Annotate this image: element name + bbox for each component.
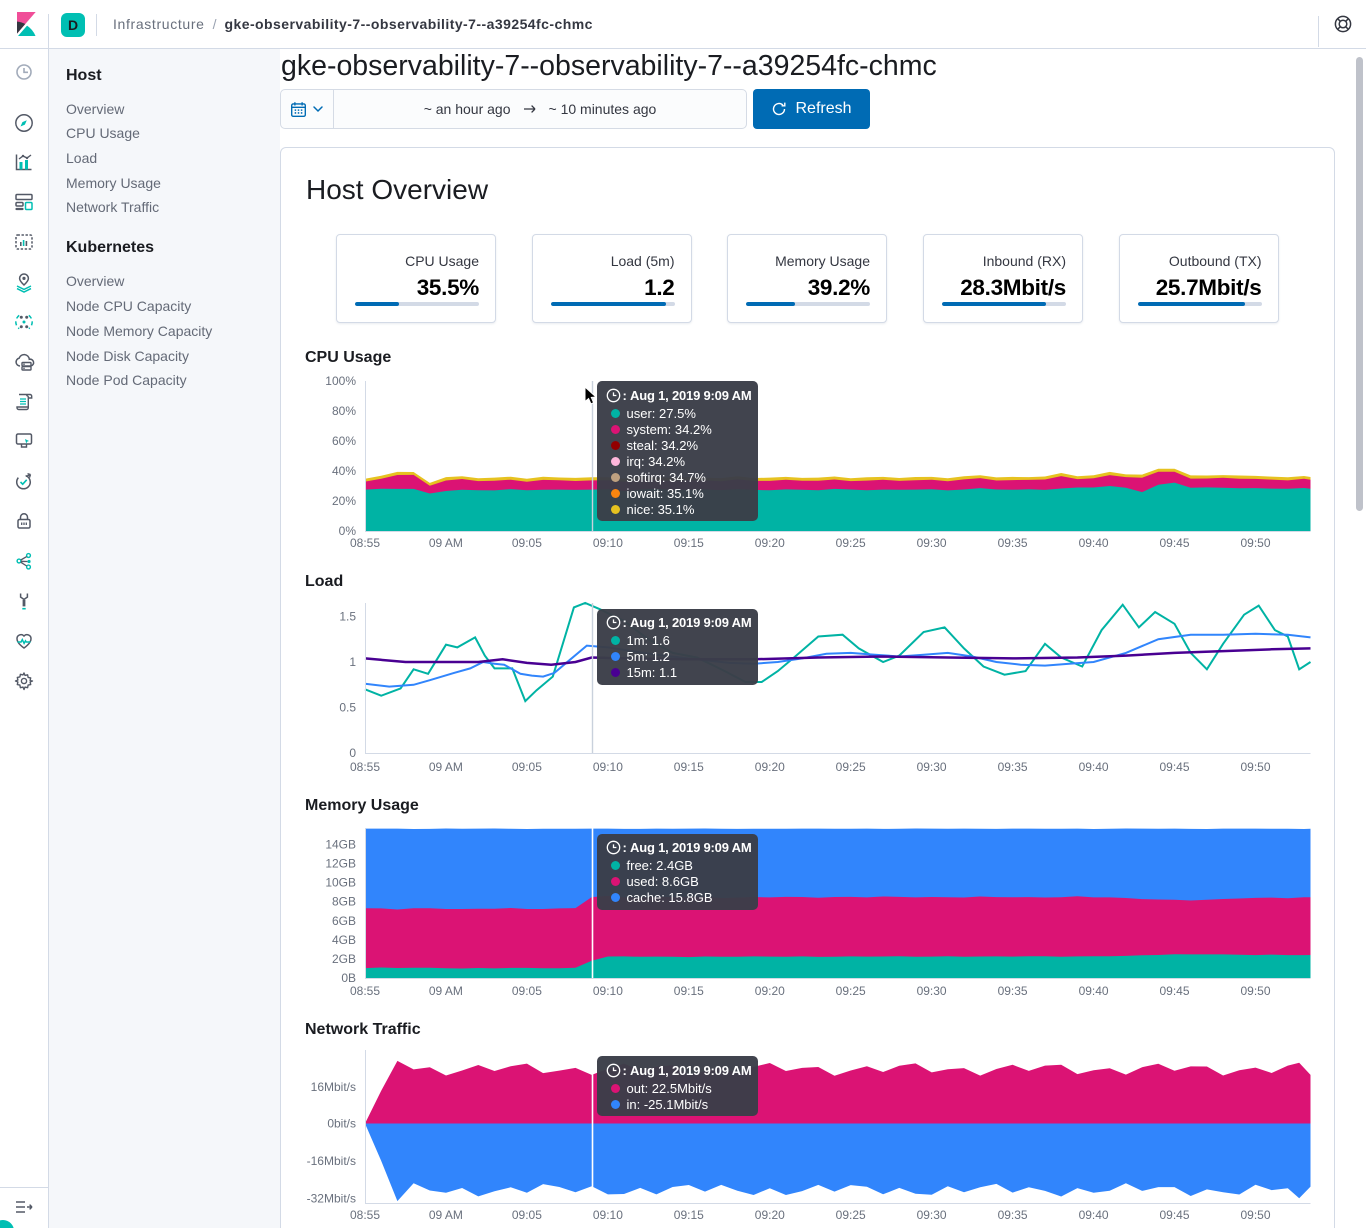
svg-text:09:30: 09:30: [917, 760, 947, 774]
svg-text:09:20: 09:20: [755, 1208, 785, 1222]
svg-text:09:40: 09:40: [1079, 1208, 1109, 1222]
svg-text:09:15: 09:15: [674, 984, 704, 998]
svg-text:09:05: 09:05: [512, 536, 542, 550]
svg-text:0bit/s: 0bit/s: [327, 1117, 356, 1131]
svg-text:1.5: 1.5: [339, 610, 356, 624]
svg-text:09:45: 09:45: [1159, 760, 1189, 774]
svg-text:09:50: 09:50: [1240, 984, 1270, 998]
svg-text:12GB: 12GB: [325, 857, 356, 871]
svg-text:09 AM: 09 AM: [429, 760, 463, 774]
svg-text:08:55: 08:55: [350, 760, 380, 774]
svg-text:09:25: 09:25: [836, 536, 866, 550]
svg-text:09:40: 09:40: [1079, 760, 1109, 774]
svg-text:09:10: 09:10: [593, 984, 623, 998]
svg-text:09:40: 09:40: [1079, 536, 1109, 550]
svg-text:09:50: 09:50: [1240, 760, 1270, 774]
svg-text:09:25: 09:25: [836, 984, 866, 998]
svg-text:0B: 0B: [341, 971, 356, 985]
svg-text:09:25: 09:25: [836, 1208, 866, 1222]
svg-text:08:55: 08:55: [350, 984, 380, 998]
svg-text:09 AM: 09 AM: [429, 1208, 463, 1222]
svg-text:09:45: 09:45: [1159, 984, 1189, 998]
svg-text:09:05: 09:05: [512, 760, 542, 774]
svg-text:-32Mbit/s: -32Mbit/s: [307, 1191, 356, 1205]
svg-text:20%: 20%: [332, 494, 356, 508]
svg-text:40%: 40%: [332, 464, 356, 478]
svg-text:100%: 100%: [325, 374, 356, 388]
svg-text:0.5: 0.5: [339, 701, 356, 715]
svg-text:09:20: 09:20: [755, 984, 785, 998]
svg-text:1: 1: [349, 655, 356, 669]
svg-text:80%: 80%: [332, 404, 356, 418]
svg-text:6GB: 6GB: [332, 914, 356, 928]
svg-text:09:45: 09:45: [1159, 1208, 1189, 1222]
svg-text:09:25: 09:25: [836, 760, 866, 774]
svg-text:2GB: 2GB: [332, 952, 356, 966]
svg-text:09:30: 09:30: [917, 536, 947, 550]
svg-text:8GB: 8GB: [332, 895, 356, 909]
svg-text:10GB: 10GB: [325, 876, 356, 890]
svg-text:09:10: 09:10: [593, 536, 623, 550]
svg-text:09:10: 09:10: [593, 1208, 623, 1222]
svg-text:09:35: 09:35: [998, 760, 1028, 774]
svg-text:4GB: 4GB: [332, 933, 356, 947]
svg-text:09:35: 09:35: [998, 984, 1028, 998]
svg-text:09:15: 09:15: [674, 1208, 704, 1222]
svg-text:09:15: 09:15: [674, 536, 704, 550]
svg-text:09:45: 09:45: [1159, 536, 1189, 550]
svg-text:0%: 0%: [339, 524, 357, 538]
svg-text:09:15: 09:15: [674, 760, 704, 774]
svg-text:09:35: 09:35: [998, 1208, 1028, 1222]
svg-text:09 AM: 09 AM: [429, 536, 463, 550]
svg-text:09:05: 09:05: [512, 1208, 542, 1222]
svg-text:09:30: 09:30: [917, 984, 947, 998]
svg-text:09:50: 09:50: [1240, 1208, 1270, 1222]
svg-text:09:50: 09:50: [1240, 536, 1270, 550]
svg-text:60%: 60%: [332, 434, 356, 448]
svg-text:09 AM: 09 AM: [429, 984, 463, 998]
svg-text:09:05: 09:05: [512, 984, 542, 998]
svg-text:09:35: 09:35: [998, 536, 1028, 550]
svg-text:-16Mbit/s: -16Mbit/s: [307, 1154, 356, 1168]
svg-text:14GB: 14GB: [325, 837, 356, 851]
svg-text:0: 0: [349, 746, 356, 760]
svg-text:09:10: 09:10: [593, 760, 623, 774]
svg-text:16Mbit/s: 16Mbit/s: [311, 1080, 356, 1094]
svg-text:08:55: 08:55: [350, 536, 380, 550]
svg-text:08:55: 08:55: [350, 1208, 380, 1222]
svg-text:09:40: 09:40: [1079, 984, 1109, 998]
svg-text:09:20: 09:20: [755, 536, 785, 550]
svg-text:09:20: 09:20: [755, 760, 785, 774]
svg-text:09:30: 09:30: [917, 1208, 947, 1222]
